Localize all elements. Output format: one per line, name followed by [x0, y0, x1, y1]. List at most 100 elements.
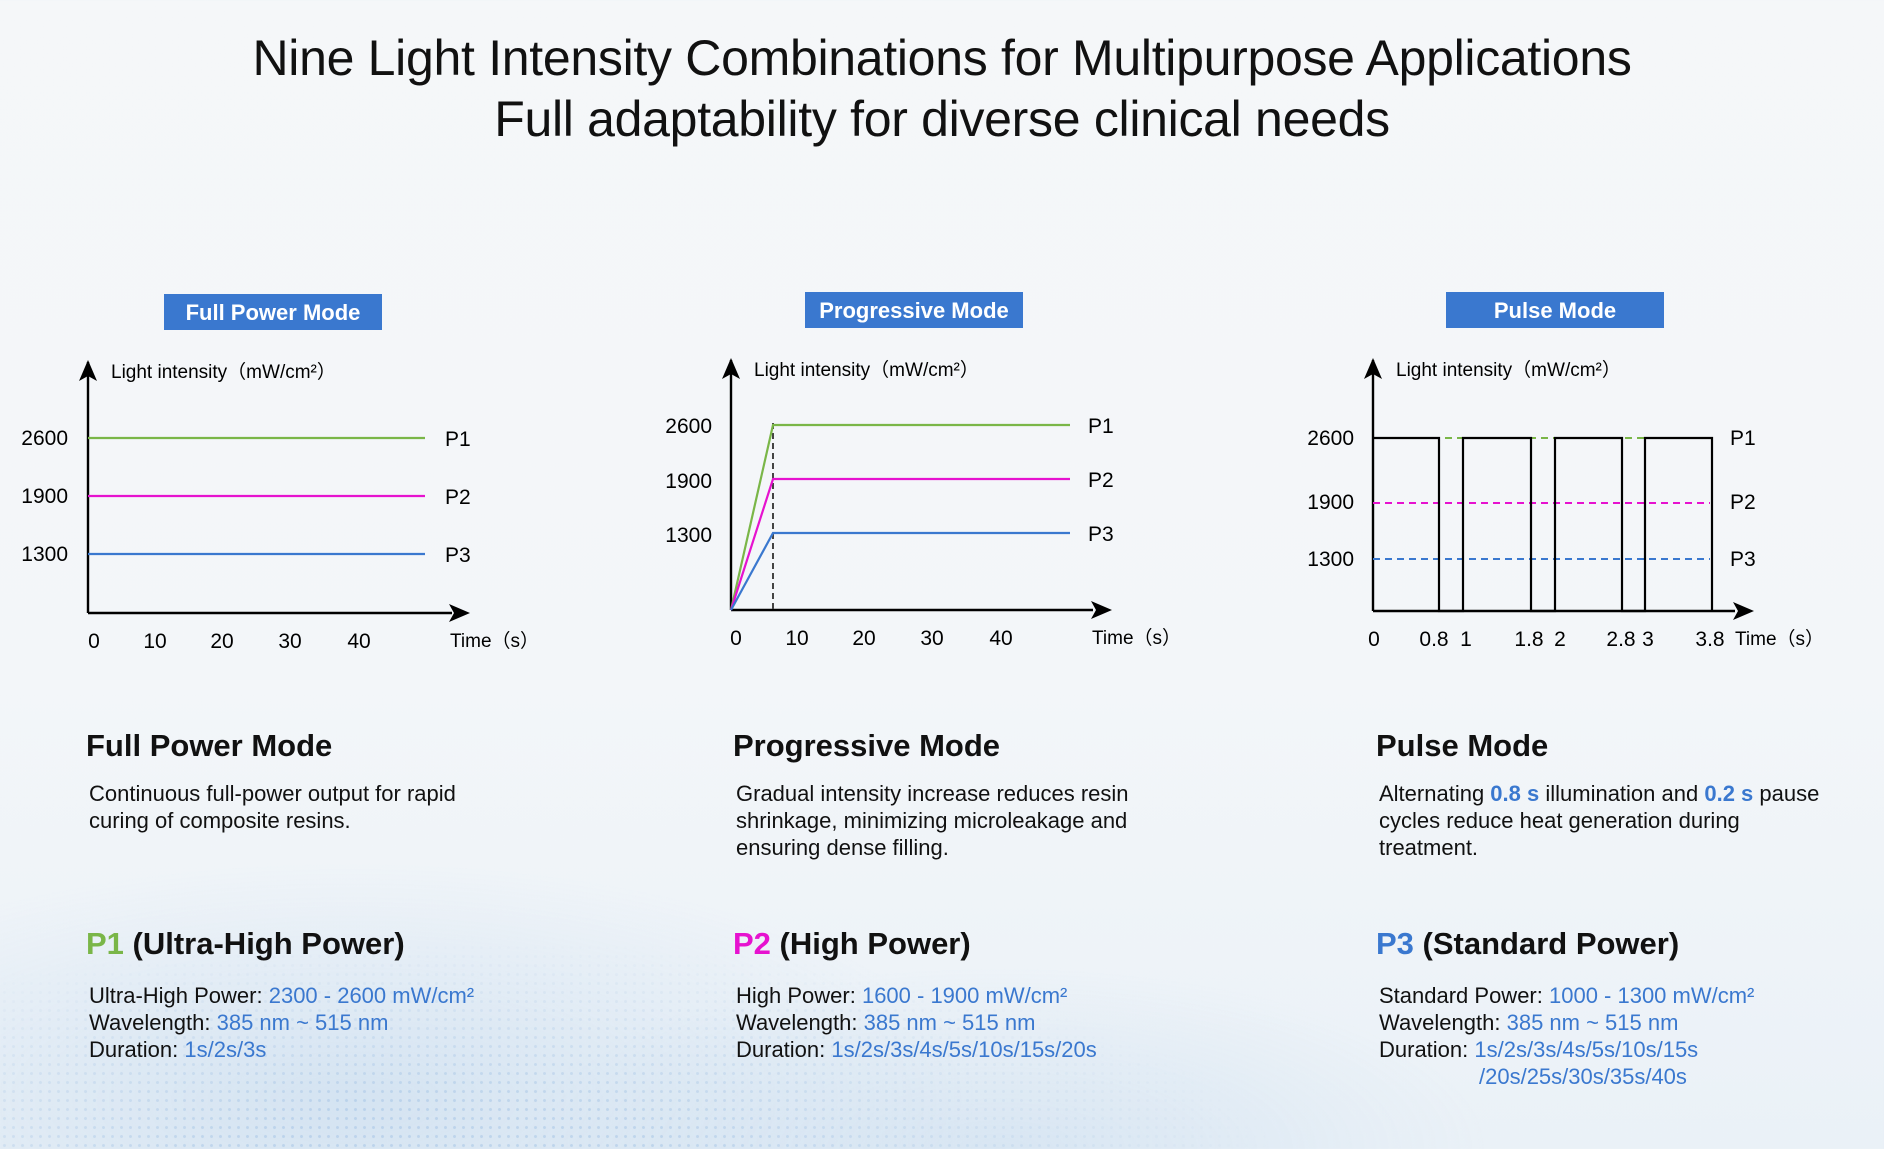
x-tick-label: 0.8: [1419, 628, 1448, 651]
mode-title: Full Power Mode: [86, 728, 333, 763]
mode-badge: [1446, 292, 1664, 328]
spec-label: Duration:: [736, 1037, 832, 1062]
series-label-p1: P1: [1730, 427, 1756, 450]
spec-value: 1600 - 1900 mW/cm²: [861, 983, 1068, 1008]
spec-label: Duration:: [1379, 1037, 1475, 1062]
y-axis-label: Light intensity（mW/cm²）: [754, 359, 979, 381]
x-tick-label: 40: [989, 627, 1012, 650]
mode-description-pulse: Pulse Mode Alternating 0.8 s illuminatio…: [1376, 726, 1884, 861]
series-label-p3: P3: [445, 544, 471, 567]
y-tick-label: 1300: [21, 543, 68, 566]
x-tick-label: 3: [1642, 628, 1654, 651]
full-power-mode-chart: Full Power Mode Light intensity（mW/cm²） …: [21, 294, 539, 653]
spec-value: 1s/2s/3s/4s/5s/10s/15s/20s: [831, 1037, 1097, 1062]
x-axis-label: Time（s）: [1092, 627, 1181, 649]
power-specs: Standard Power: 1000 - 1300 mW/cm² Wavel…: [1379, 982, 1884, 1090]
series-line-p1: [729, 423, 1070, 611]
spec-duration: Duration: 1s/2s/3s: [89, 1036, 646, 1063]
power-level-p2: P2 (High Power) High Power: 1600 - 1900 …: [733, 924, 1293, 1063]
spec-power: Standard Power: 1000 - 1300 mW/cm²: [1379, 982, 1884, 1009]
y-axis-arrow: [1364, 358, 1382, 379]
x-tick-label: 0: [730, 627, 742, 650]
x-tick-label: 20: [852, 627, 875, 650]
pulse-mode-chart: Pulse Mode Light intensity（mW/cm²） Time（…: [1307, 292, 1824, 651]
y-tick-label: 2600: [1307, 427, 1354, 450]
x-axis-arrow: [449, 604, 470, 622]
spec-power: High Power: 1600 - 1900 mW/cm²: [736, 982, 1293, 1009]
spec-label: Standard Power:: [1379, 983, 1549, 1008]
series-line-p3: [730, 531, 1070, 611]
desc-text: Alternating: [1379, 781, 1491, 806]
spec-label: Wavelength:: [1379, 1010, 1507, 1035]
series-label-p2: P2: [445, 486, 471, 509]
x-tick-label: 1: [1460, 628, 1472, 651]
illumination-time: 0.8 s: [1490, 781, 1540, 806]
x-tick-label: 10: [143, 630, 166, 653]
mode-description-full-power: Full Power Mode Continuous full-power ou…: [86, 726, 646, 834]
x-axis-label: Time（s）: [450, 630, 539, 652]
mode-title: Progressive Mode: [733, 728, 1001, 763]
mode-badge-label: Pulse Mode: [1494, 298, 1616, 323]
x-tick-label: 0: [88, 630, 100, 653]
power-name: (Ultra-High Power): [123, 926, 405, 961]
x-axis-arrow: [1091, 601, 1112, 619]
mode-badge-label: Progressive Mode: [819, 298, 1009, 323]
power-specs: Ultra-High Power: 2300 - 2600 mW/cm² Wav…: [89, 982, 646, 1063]
series-label-p1: P1: [1088, 415, 1114, 438]
mode-description: Continuous full-power output for rapid c…: [89, 781, 456, 833]
power-title: P2 (High Power): [733, 924, 1293, 964]
y-tick-label: 1300: [1307, 548, 1354, 571]
mode-title: Pulse Mode: [1376, 728, 1549, 763]
desc-text: illumination and: [1539, 781, 1705, 806]
spec-label: Ultra-High Power:: [89, 983, 269, 1008]
desc-text: pause cycles reduce heat generation duri…: [1379, 781, 1820, 860]
y-tick-label: 2600: [665, 415, 712, 438]
series-label-p2: P2: [1088, 469, 1114, 492]
progressive-mode-chart: Progressive Mode Light intensity（mW/cm²）…: [665, 292, 1181, 650]
x-tick-label: 0: [1368, 628, 1380, 651]
y-axis-arrow: [79, 360, 97, 381]
page-subtitle: Full adaptability for diverse clinical n…: [494, 91, 1390, 147]
spec-duration-continued: /20s/25s/30s/35s/40s: [1479, 1064, 1687, 1089]
spec-value: 1000 - 1300 mW/cm²: [1548, 983, 1755, 1008]
y-tick-label: 1300: [665, 524, 712, 547]
pulse-waveform: [1373, 436, 1714, 613]
x-tick-label: 10: [785, 627, 808, 650]
spec-value: 385 nm ~ 515 nm: [863, 1010, 1036, 1035]
x-tick-label: 2.8: [1606, 628, 1635, 651]
spec-duration: Duration: 1s/2s/3s/4s/5s/10s/15s/20s: [736, 1036, 1293, 1063]
spec-wavelength: Wavelength: 385 nm ~ 515 nm: [89, 1009, 646, 1036]
spec-value: 1s/2s/3s/4s/5s/10s/15s: [1474, 1037, 1699, 1062]
spec-wavelength: Wavelength: 385 nm ~ 515 nm: [736, 1009, 1293, 1036]
spec-label: Wavelength:: [736, 1010, 864, 1035]
pause-time: 0.2 s: [1704, 781, 1754, 806]
x-tick-label: 3.8: [1695, 628, 1724, 651]
x-tick-label: 2: [1554, 628, 1566, 651]
spec-value: 2300 - 2600 mW/cm²: [268, 983, 475, 1008]
spec-label: Wavelength:: [89, 1010, 217, 1035]
spec-value: 385 nm ~ 515 nm: [1506, 1010, 1679, 1035]
page-title: Nine Light Intensity Combinations for Mu…: [252, 30, 1632, 86]
power-title: P3 (Standard Power): [1376, 924, 1884, 964]
y-tick-label: 1900: [1307, 491, 1354, 514]
y-tick-label: 1900: [21, 485, 68, 508]
power-title: P1 (Ultra-High Power): [86, 924, 646, 964]
power-code: P2: [733, 926, 771, 961]
spec-value: 1s/2s/3s: [184, 1037, 267, 1062]
spec-label: High Power:: [736, 983, 862, 1008]
y-axis-label: Light intensity（mW/cm²）: [111, 361, 336, 383]
power-name: (Standard Power): [1413, 926, 1680, 961]
power-level-p3: P3 (Standard Power) Standard Power: 1000…: [1376, 924, 1884, 1090]
mode-badge: [164, 294, 382, 330]
x-tick-label: 30: [278, 630, 301, 653]
y-tick-label: 2600: [21, 427, 68, 450]
x-axis-arrow: [1733, 602, 1754, 620]
mode-badge-label: Full Power Mode: [186, 300, 361, 325]
series-label-p3: P3: [1088, 523, 1114, 546]
y-axis-label: Light intensity（mW/cm²）: [1396, 359, 1621, 381]
y-tick-label: 1900: [665, 470, 712, 493]
x-tick-label: 40: [347, 630, 370, 653]
spec-power: Ultra-High Power: 2300 - 2600 mW/cm²: [89, 982, 646, 1009]
series-label-p2: P2: [1730, 491, 1756, 514]
spec-value: 385 nm ~ 515 nm: [216, 1010, 389, 1035]
